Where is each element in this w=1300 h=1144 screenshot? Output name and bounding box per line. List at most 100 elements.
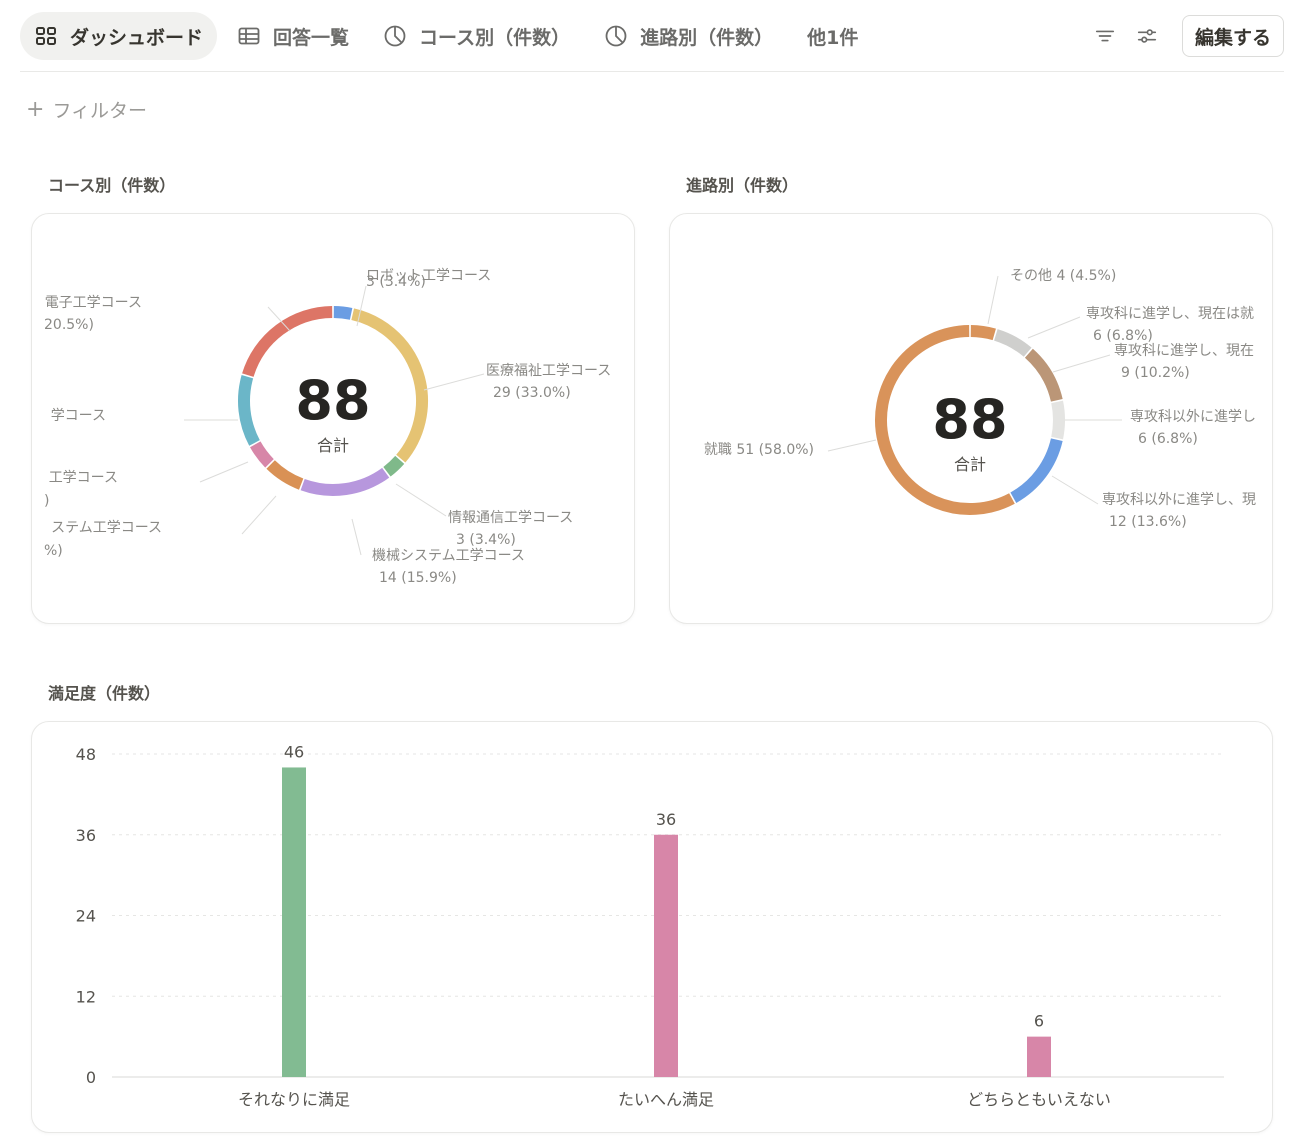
slice-label: 学コース [51, 408, 106, 424]
slice-label: 専攻科に進学し、現在 [1114, 343, 1254, 359]
slice-label: 専攻科以外に進学し、現 [1102, 492, 1256, 508]
total-label: 合計 [317, 436, 349, 455]
slice-value: ) [44, 493, 49, 509]
leader-line [199, 461, 249, 483]
filter-lines-icon[interactable] [1088, 19, 1122, 53]
bar[interactable] [282, 767, 306, 1077]
bar-value-label: 6 [1034, 1012, 1044, 1031]
y-tick-label: 24 [76, 907, 96, 926]
satisfaction-section-title: 満足度（件数） [48, 684, 161, 703]
slice-value: 20.5%) [44, 317, 94, 333]
slice-value: 6 (6.8%) [1093, 328, 1153, 344]
tab-path-chart[interactable]: 進路別（件数） [590, 12, 787, 60]
tab-label: コース別（件数） [419, 26, 571, 49]
add-filter-button[interactable]: + フィルター [26, 94, 147, 124]
donut-slice[interactable] [383, 455, 405, 477]
slice-label: 工学コース [49, 470, 118, 486]
donut-slice[interactable] [300, 467, 390, 496]
tabbar-divider [20, 71, 1284, 72]
leader-line [395, 483, 447, 517]
path-section-title: 進路別（件数） [686, 176, 799, 195]
slice-label: 情報通信工学コース [448, 510, 573, 526]
slice-label: その他 4 (4.5%) [1010, 268, 1116, 284]
tab-label: ダッシュボード [70, 26, 204, 49]
leader-line [987, 275, 999, 325]
x-category-label: たいへん満足 [618, 1090, 714, 1109]
donut-slice[interactable] [993, 329, 1032, 357]
course-section-title: コース別（件数） [48, 176, 176, 195]
bar-value-label: 36 [656, 810, 676, 829]
donut-slice[interactable] [1051, 400, 1065, 440]
slice-label: ロボット工学コース [366, 268, 491, 284]
leader-line [1052, 354, 1111, 373]
course-chart-card: ロボット工学コース 3 (3.4%) 医療福祉工学コース 29 (33.0%) 情報通信… [31, 213, 635, 624]
donut-slice[interactable] [250, 441, 274, 468]
slice-label: 専攻科に進学し、現在は就 [1086, 306, 1254, 322]
leader-line [827, 439, 877, 452]
y-tick-label: 0 [86, 1068, 96, 1087]
leader-line [267, 306, 291, 332]
satisfaction-chart-card: 0 12 24 36 48 46 それなりに満足 36 たいへん満足 6 どちらともいえない [31, 721, 1273, 1133]
total-count: 88 [295, 369, 370, 432]
tab-dashboard[interactable]: ダッシュボード [20, 12, 218, 60]
slice-value: 6 (6.8%) [1138, 431, 1198, 447]
bar-value-label: 46 [284, 742, 304, 761]
y-tick-label: 36 [76, 826, 96, 845]
toolbar: 編集する [1080, 15, 1284, 57]
path-chart-card: その他 4 (4.5%) 専攻科に進学し、現在は就 6 (6.8%) 専攻科に進学し、… [669, 213, 1273, 624]
y-tick-label: 48 [76, 745, 96, 764]
x-category-label: それなりに満足 [238, 1090, 350, 1109]
bar[interactable] [654, 834, 678, 1077]
slice-value: 3 (3.4%) [366, 274, 426, 290]
donut-slice[interactable] [242, 306, 333, 378]
leader-line [241, 495, 277, 535]
satisfaction-bar-chart: 0 12 24 36 48 46 それなりに満足 36 たいへん満足 6 どちらともいえない [76, 742, 1224, 1109]
leader-line [1027, 316, 1081, 339]
dashboard-grid-icon [34, 24, 58, 48]
donut-slice[interactable] [238, 375, 260, 446]
tab-label: 進路別（件数） [640, 26, 774, 49]
slice-value: 12 (13.6%) [1109, 514, 1187, 530]
slice-value: 29 (33.0%) [493, 385, 571, 401]
tab-course-chart[interactable]: コース別（件数） [369, 12, 584, 60]
total-count: 88 [932, 388, 1007, 451]
plus-icon: + [26, 96, 45, 122]
slice-label: ステム工学コース [51, 520, 162, 536]
slice-value: 14 (15.9%) [379, 570, 457, 586]
leader-line [1051, 475, 1099, 505]
slice-label: 医療福祉工学コース [486, 362, 611, 379]
slice-label: 電子工学コース [45, 295, 142, 311]
filter-label: フィルター [52, 99, 148, 122]
slice-value: %) [44, 543, 63, 559]
pie-chart-icon [383, 24, 407, 48]
donut-slice[interactable] [1024, 348, 1063, 402]
sliders-icon[interactable] [1130, 19, 1164, 53]
donut-slice[interactable] [970, 325, 996, 341]
slice-value: 3 (3.4%) [456, 532, 516, 548]
donut-slice[interactable] [333, 306, 353, 320]
slice-value: 9 (10.2%) [1121, 365, 1190, 381]
slice-label: 専攻科以外に進学し [1130, 409, 1256, 425]
leader-line [351, 518, 362, 556]
leader-line [356, 285, 367, 327]
donut-slice[interactable] [875, 325, 1015, 515]
edit-button[interactable]: 編集する [1181, 15, 1284, 57]
slice-label: 機械システム工学コース [372, 548, 525, 564]
pie-chart-icon [604, 24, 628, 48]
donut-slice[interactable] [351, 308, 428, 463]
tab-responses[interactable]: 回答一覧 [223, 12, 363, 60]
donut-slice[interactable] [266, 460, 304, 490]
donut-slice[interactable] [1010, 438, 1063, 503]
bar[interactable] [1027, 1036, 1051, 1077]
table-icon [237, 24, 261, 48]
y-tick-label: 12 [76, 987, 96, 1006]
view-tabbar: ダッシュボード 回答一覧 コース別（件数） [20, 10, 1284, 62]
total-label: 合計 [954, 455, 986, 474]
slice-label: 就職 51 (58.0%) [704, 442, 814, 458]
x-category-label: どちらともいえない [967, 1090, 1111, 1109]
leader-line [423, 373, 485, 391]
more-tabs-button[interactable]: 他1件 [807, 26, 859, 49]
